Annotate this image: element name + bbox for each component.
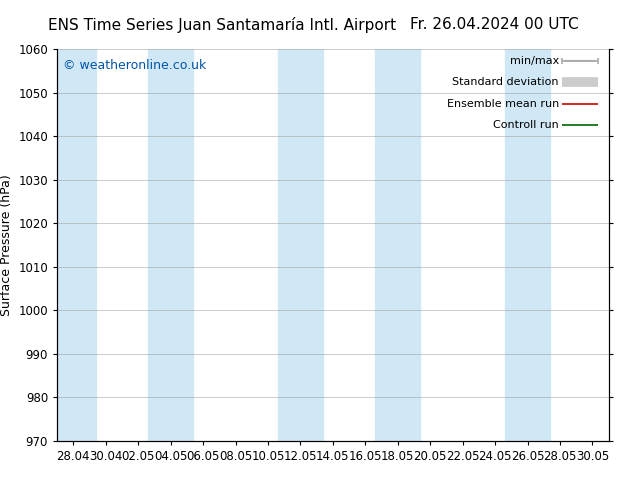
Text: min/max: min/max bbox=[510, 56, 559, 66]
Text: © weatheronline.co.uk: © weatheronline.co.uk bbox=[63, 59, 206, 72]
Bar bbox=[51, 49, 96, 441]
Text: Ensemble mean run: Ensemble mean run bbox=[447, 99, 559, 109]
Bar bbox=[148, 49, 193, 441]
Bar bbox=[278, 49, 323, 441]
Bar bbox=[505, 49, 550, 441]
Text: Controll run: Controll run bbox=[493, 121, 559, 130]
Text: ENS Time Series Juan Santamaría Intl. Airport: ENS Time Series Juan Santamaría Intl. Ai… bbox=[48, 17, 396, 33]
Y-axis label: Surface Pressure (hPa): Surface Pressure (hPa) bbox=[0, 174, 13, 316]
Text: Standard deviation: Standard deviation bbox=[453, 77, 559, 87]
Bar bbox=[375, 49, 420, 441]
Text: Fr. 26.04.2024 00 UTC: Fr. 26.04.2024 00 UTC bbox=[410, 17, 579, 32]
